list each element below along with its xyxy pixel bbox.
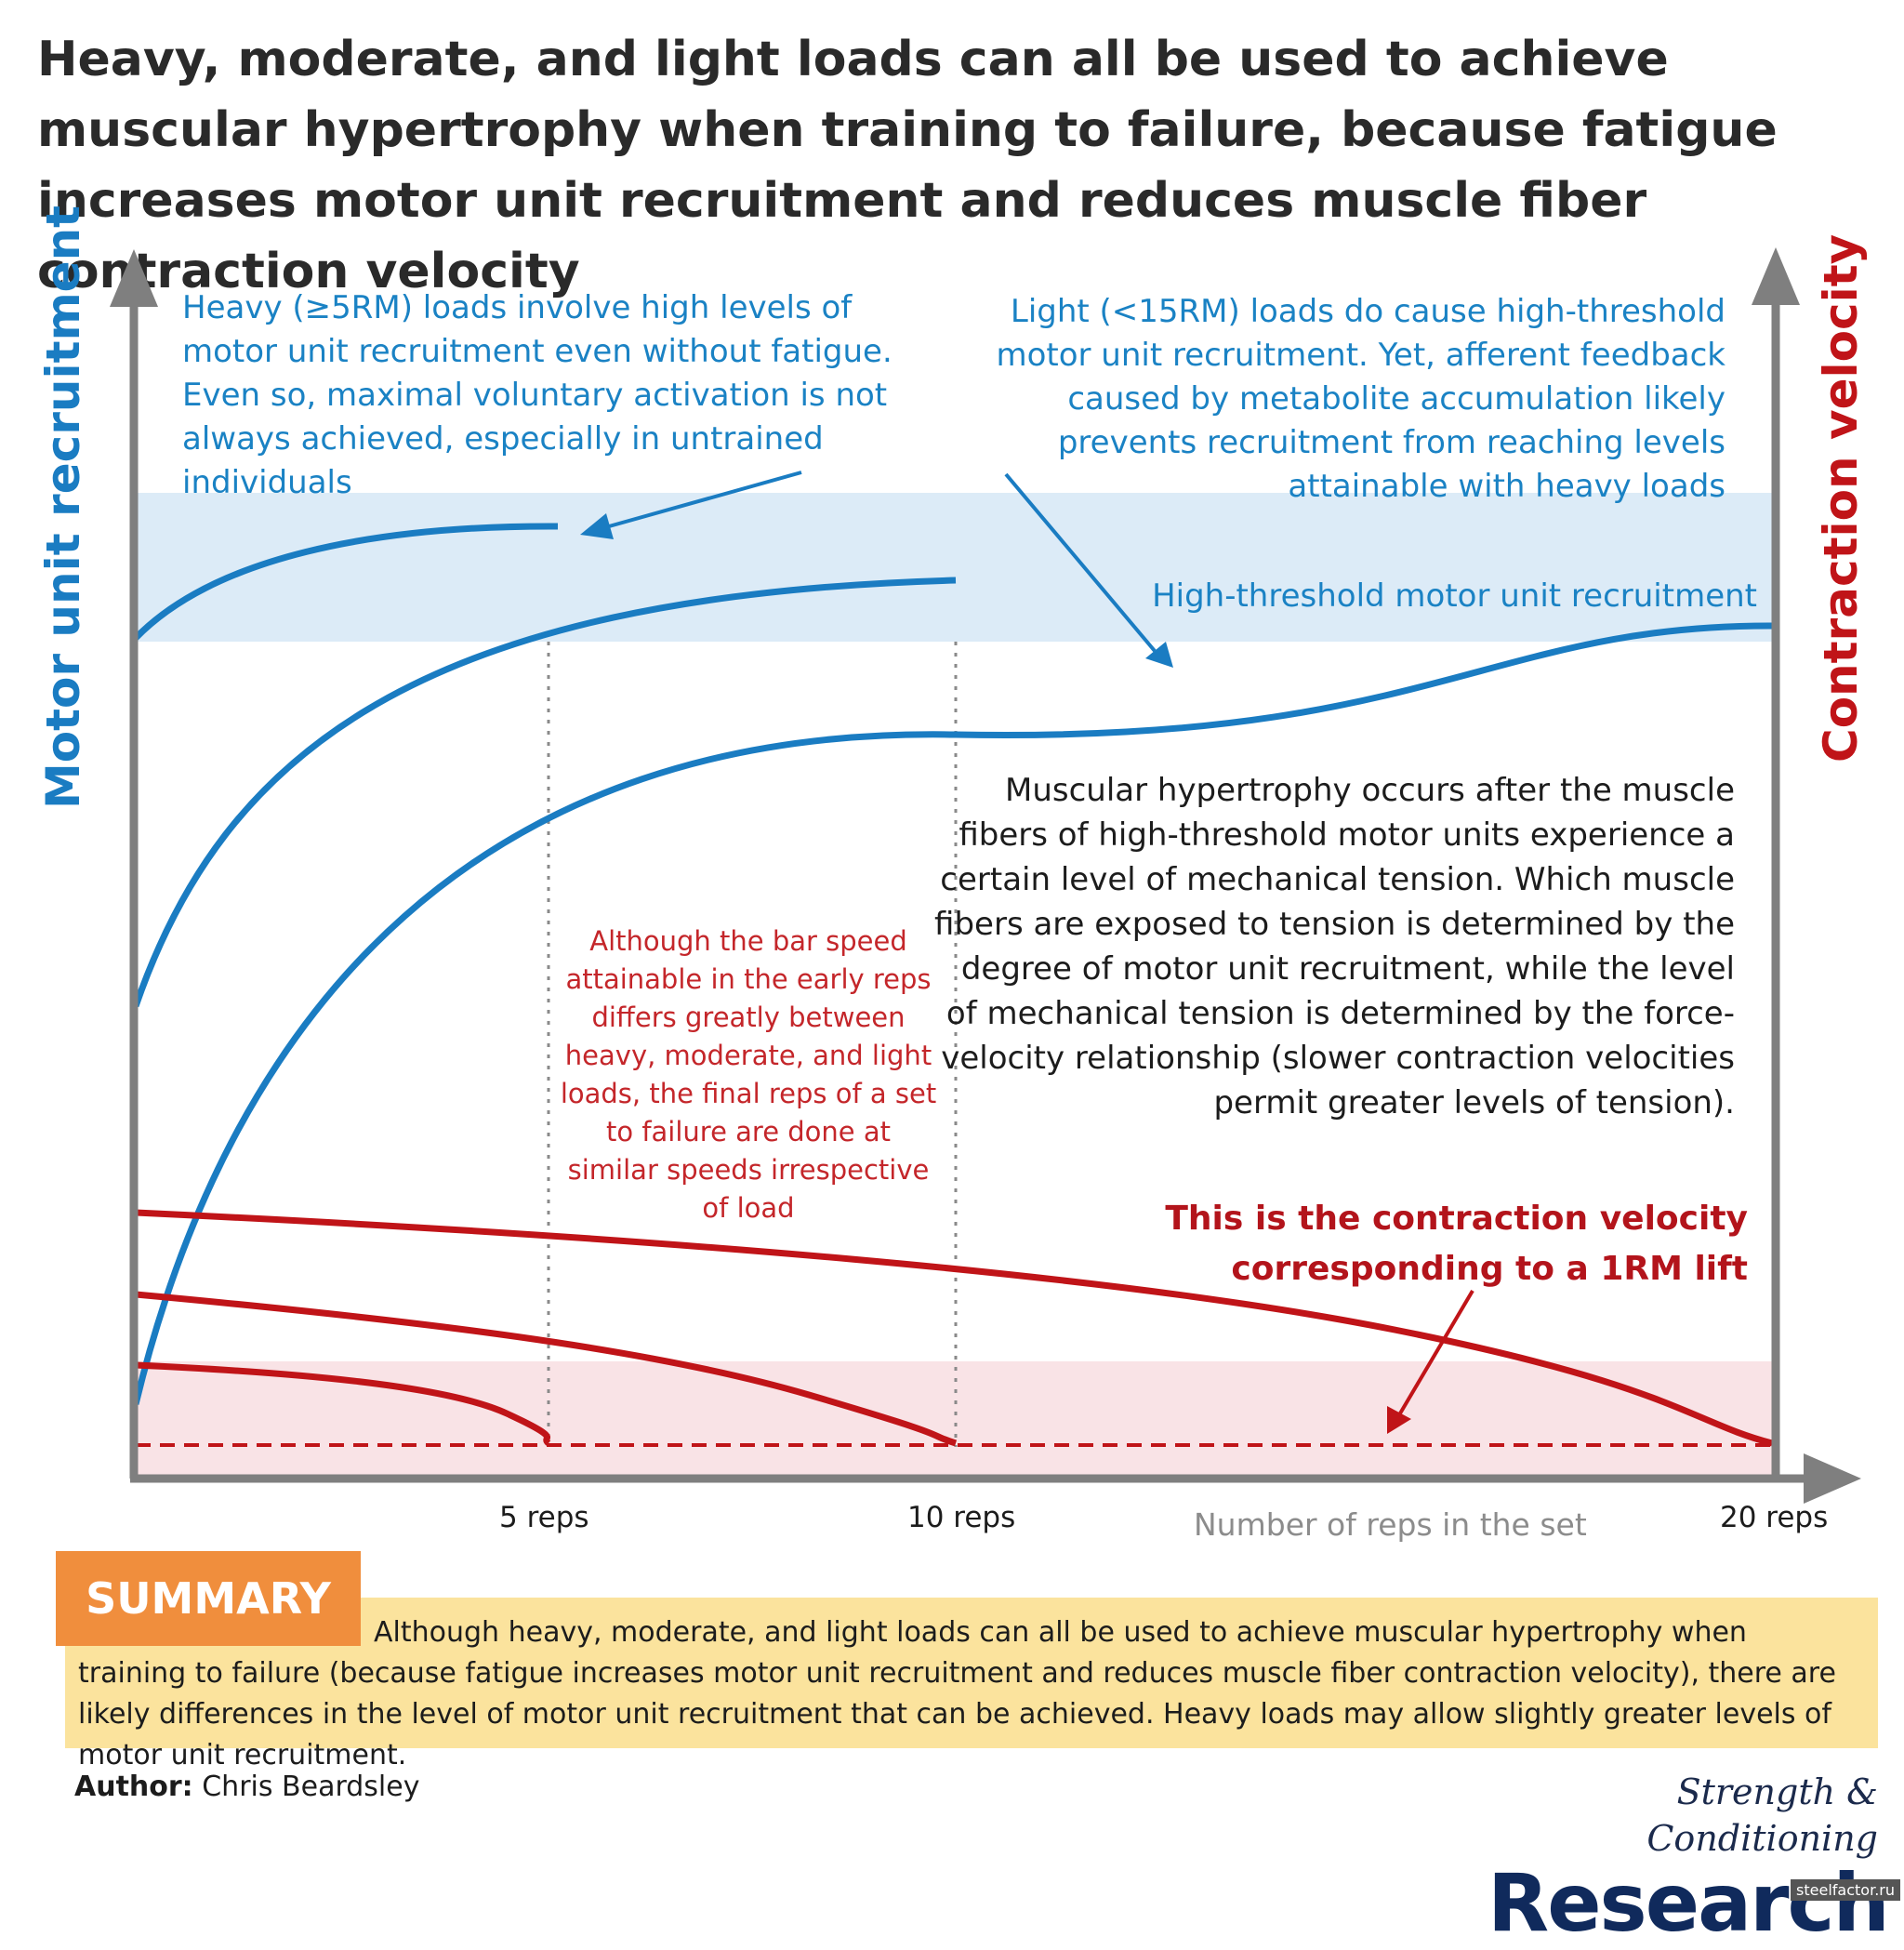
author-label: Author:	[74, 1771, 193, 1803]
x-axis-label: Number of reps in the set	[1194, 1506, 1587, 1543]
recruitment-velocity-diagram	[110, 247, 1861, 1504]
x-tick-20-reps: 20 reps	[1720, 1501, 1829, 1534]
author-name: Chris Beardsley	[202, 1771, 420, 1803]
light-callout-arrow-icon	[1004, 472, 1173, 668]
bar-speed-note: Although the bar speed attainable in the…	[560, 925, 937, 1224]
brand-logo: Strength & Conditioning Research	[1488, 1769, 1890, 1950]
summary-label: SUMMARY	[56, 1551, 361, 1646]
y-axis-left-label: Motor unit recruitment	[36, 205, 90, 809]
heavy-load-velocity-curve	[135, 1361, 551, 1446]
author-credit: Author: Chris Beardsley	[74, 1771, 419, 1803]
logo-tagline: Strength & Conditioning	[1646, 1771, 1878, 1859]
right-y-axis-arrow-icon	[1752, 247, 1800, 305]
heavy-callout-arrow-icon	[580, 471, 802, 539]
hypertrophy-explanation: Muscular hypertrophy occurs after the mu…	[934, 772, 1735, 1121]
light-load-recruitment-curve	[132, 622, 1773, 1405]
heavy-load-recruitment-curve	[133, 523, 559, 641]
light-load-callout: Light (<15RM) loads do cause high-thresh…	[996, 293, 1726, 505]
light-load-velocity-curve	[135, 1209, 1773, 1447]
y-axis-right-label: Contraction velocity	[1814, 233, 1868, 763]
x-tick-5-reps: 5 reps	[499, 1501, 589, 1534]
high-threshold-band-label: High-threshold motor unit recruitment	[1152, 577, 1757, 615]
moderate-load-velocity-curve	[135, 1291, 958, 1447]
moderate-load-recruitment-curve	[132, 577, 957, 1008]
site-watermark: steelfactor.ru	[1791, 1879, 1900, 1901]
summary-box	[65, 1598, 1878, 1748]
high-threshold-band	[136, 493, 1774, 642]
x-tick-10-reps: 10 reps	[907, 1501, 1016, 1534]
x-axis-arrow-icon	[1804, 1453, 1861, 1504]
one-rm-callout-arrow-icon	[1387, 1289, 1474, 1434]
heavy-load-callout: Heavy (≥5RM) loads involve high levels o…	[182, 289, 892, 501]
left-y-axis-arrow-icon	[110, 249, 158, 307]
summary-text: Although heavy, moderate, and light load…	[78, 1616, 1836, 1771]
logo-wordmark: Research	[1488, 1857, 1890, 1950]
infographic-title: Heavy, moderate, and light loads can all…	[37, 32, 1778, 299]
one-rm-velocity-note: This is the contraction velocity corresp…	[1165, 1200, 1748, 1288]
